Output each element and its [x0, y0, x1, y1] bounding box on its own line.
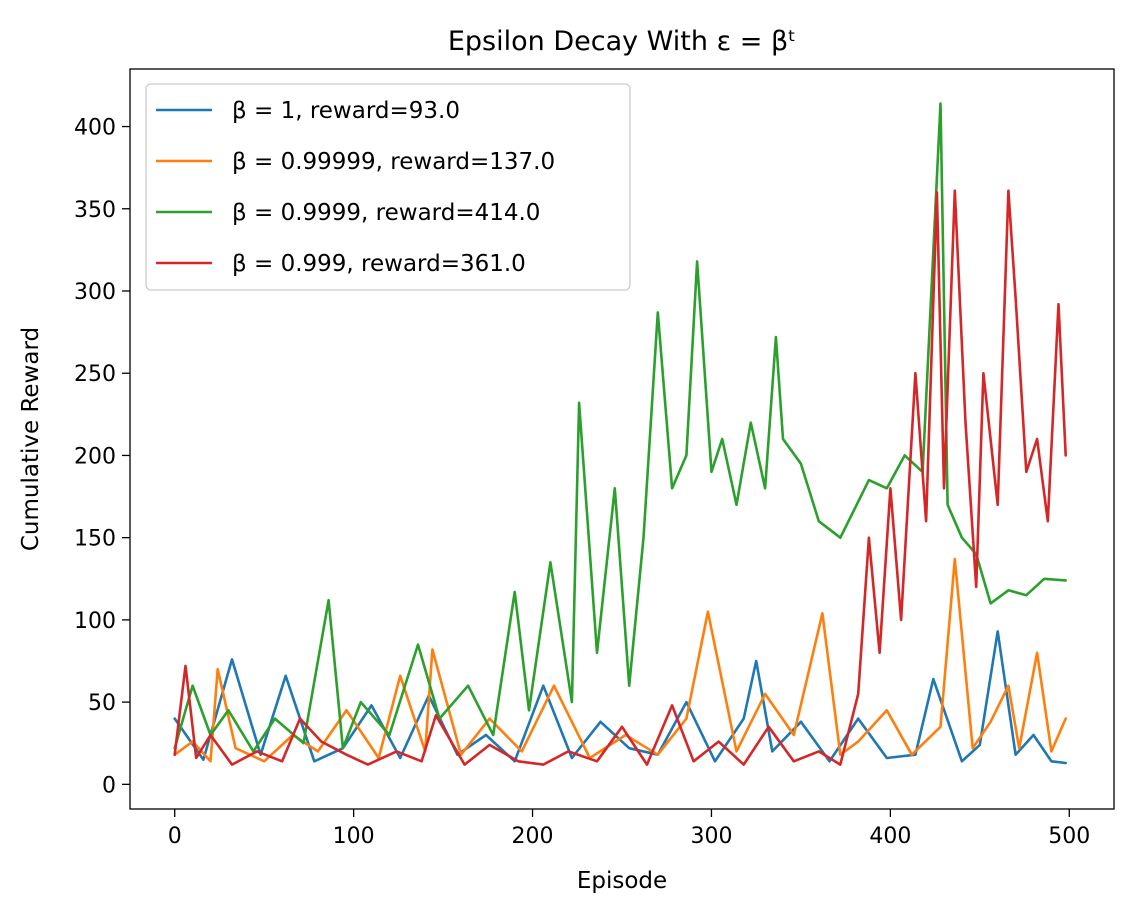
y-tick-label: 300 — [74, 280, 116, 305]
legend-label-4: β = 0.999, reward=361.0 — [232, 251, 526, 277]
y-tick-label: 350 — [74, 198, 116, 223]
y-axis-label: Cumulative Reward — [18, 327, 44, 551]
legend-label-3: β = 0.9999, reward=414.0 — [232, 200, 540, 226]
legend-label-1: β = 1, reward=93.0 — [232, 98, 460, 124]
y-tick-label: 50 — [88, 691, 116, 716]
y-tick-label: 400 — [74, 116, 116, 141]
legend-label-2: β = 0.99999, reward=137.0 — [232, 149, 555, 175]
x-tick-label: 0 — [168, 824, 182, 849]
y-tick-label: 250 — [74, 362, 116, 387]
x-axis-ticks: 0 100 200 300 400 500 — [168, 809, 1090, 849]
legend: β = 1, reward=93.0 β = 0.99999, reward=13… — [145, 83, 631, 291]
plot-frame — [129, 68, 1115, 810]
legend-frame — [145, 83, 631, 291]
x-tick-label: 300 — [690, 824, 732, 849]
x-tick-label: 100 — [333, 824, 375, 849]
series-line-4 — [173, 189, 1067, 766]
x-axis-label: Episode — [577, 868, 667, 894]
x-tick-label: 400 — [869, 824, 911, 849]
y-tick-label: 200 — [74, 444, 116, 469]
x-tick-label: 200 — [512, 824, 554, 849]
y-tick-label: 100 — [74, 609, 116, 634]
series-layer — [173, 102, 1067, 766]
chart-title: Epsilon Decay With ε = βᵗ — [448, 26, 796, 57]
y-axis-ticks: 0 50 100 150 200 250 300 350 400 — [74, 116, 130, 798]
y-tick-label: 150 — [74, 527, 116, 552]
y-tick-label: 0 — [102, 773, 116, 798]
x-tick-label: 500 — [1048, 824, 1090, 849]
